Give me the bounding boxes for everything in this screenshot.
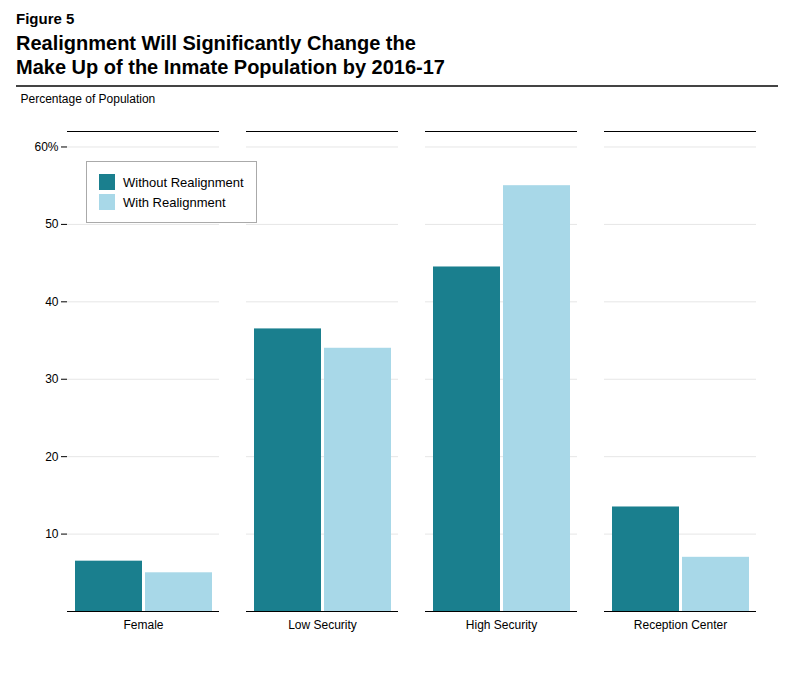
svg-text:10: 10 [45,527,59,541]
svg-text:20: 20 [45,450,59,464]
svg-text:Female: Female [123,618,163,632]
svg-text:40: 40 [45,295,59,309]
html-text:Realignment Will Significantly: Realignment Will Significantly Change th… [16,32,445,78]
svg-text:Percentage of Population: Percentage of Population [21,92,156,106]
html-text:Figure 5: Figure 5 [16,10,75,27]
svg-text:30: 30 [45,372,59,386]
svg-text:Reception Center: Reception Center [634,618,727,632]
svg-text:High Security: High Security [466,618,537,632]
svg-text:60%: 60% [34,140,58,154]
svg-text:50: 50 [45,217,59,231]
svg-text:Low Security: Low Security [288,618,357,632]
html-text:Without Realignment: Without Realignment [123,174,244,190]
html-text:With Realignment: With Realignment [123,194,226,210]
